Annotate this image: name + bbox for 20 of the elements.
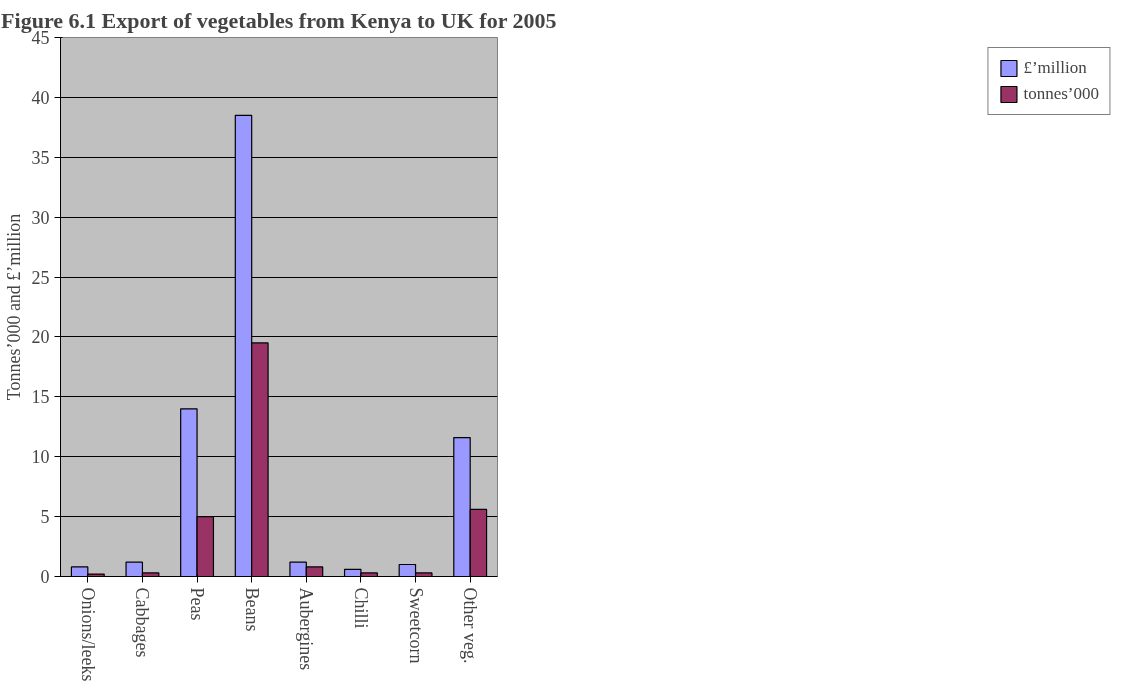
- y-tick-label: 35: [31, 147, 50, 168]
- legend-label: tonnes’000: [1023, 84, 1099, 104]
- x-tick-label: Aubergines: [296, 587, 317, 671]
- y-tick-label: 5: [40, 507, 50, 528]
- x-tick-label: Onions/leeks: [77, 587, 98, 682]
- legend-label: £’million: [1023, 58, 1087, 78]
- y-tick-label: 15: [31, 387, 50, 408]
- x-tick-label: Beans: [241, 587, 262, 632]
- x-tick-label: Chilli: [350, 587, 371, 629]
- y-tick-label: 0: [40, 567, 50, 587]
- y-tick-label: 20: [31, 327, 50, 348]
- y-tick-label: 40: [31, 87, 50, 108]
- y-tick-label: 10: [31, 447, 50, 468]
- x-tick-label: Peas: [187, 587, 208, 621]
- x-tick-label: Sweetcorn: [405, 587, 426, 664]
- x-tick-label: Other veg.: [460, 587, 481, 664]
- y-axis-title: Tonnes’000 and £’million: [3, 213, 24, 401]
- y-tick-label: 30: [31, 207, 50, 228]
- x-tick-label: Cabbages: [132, 587, 153, 658]
- y-tick-label: 25: [31, 267, 50, 288]
